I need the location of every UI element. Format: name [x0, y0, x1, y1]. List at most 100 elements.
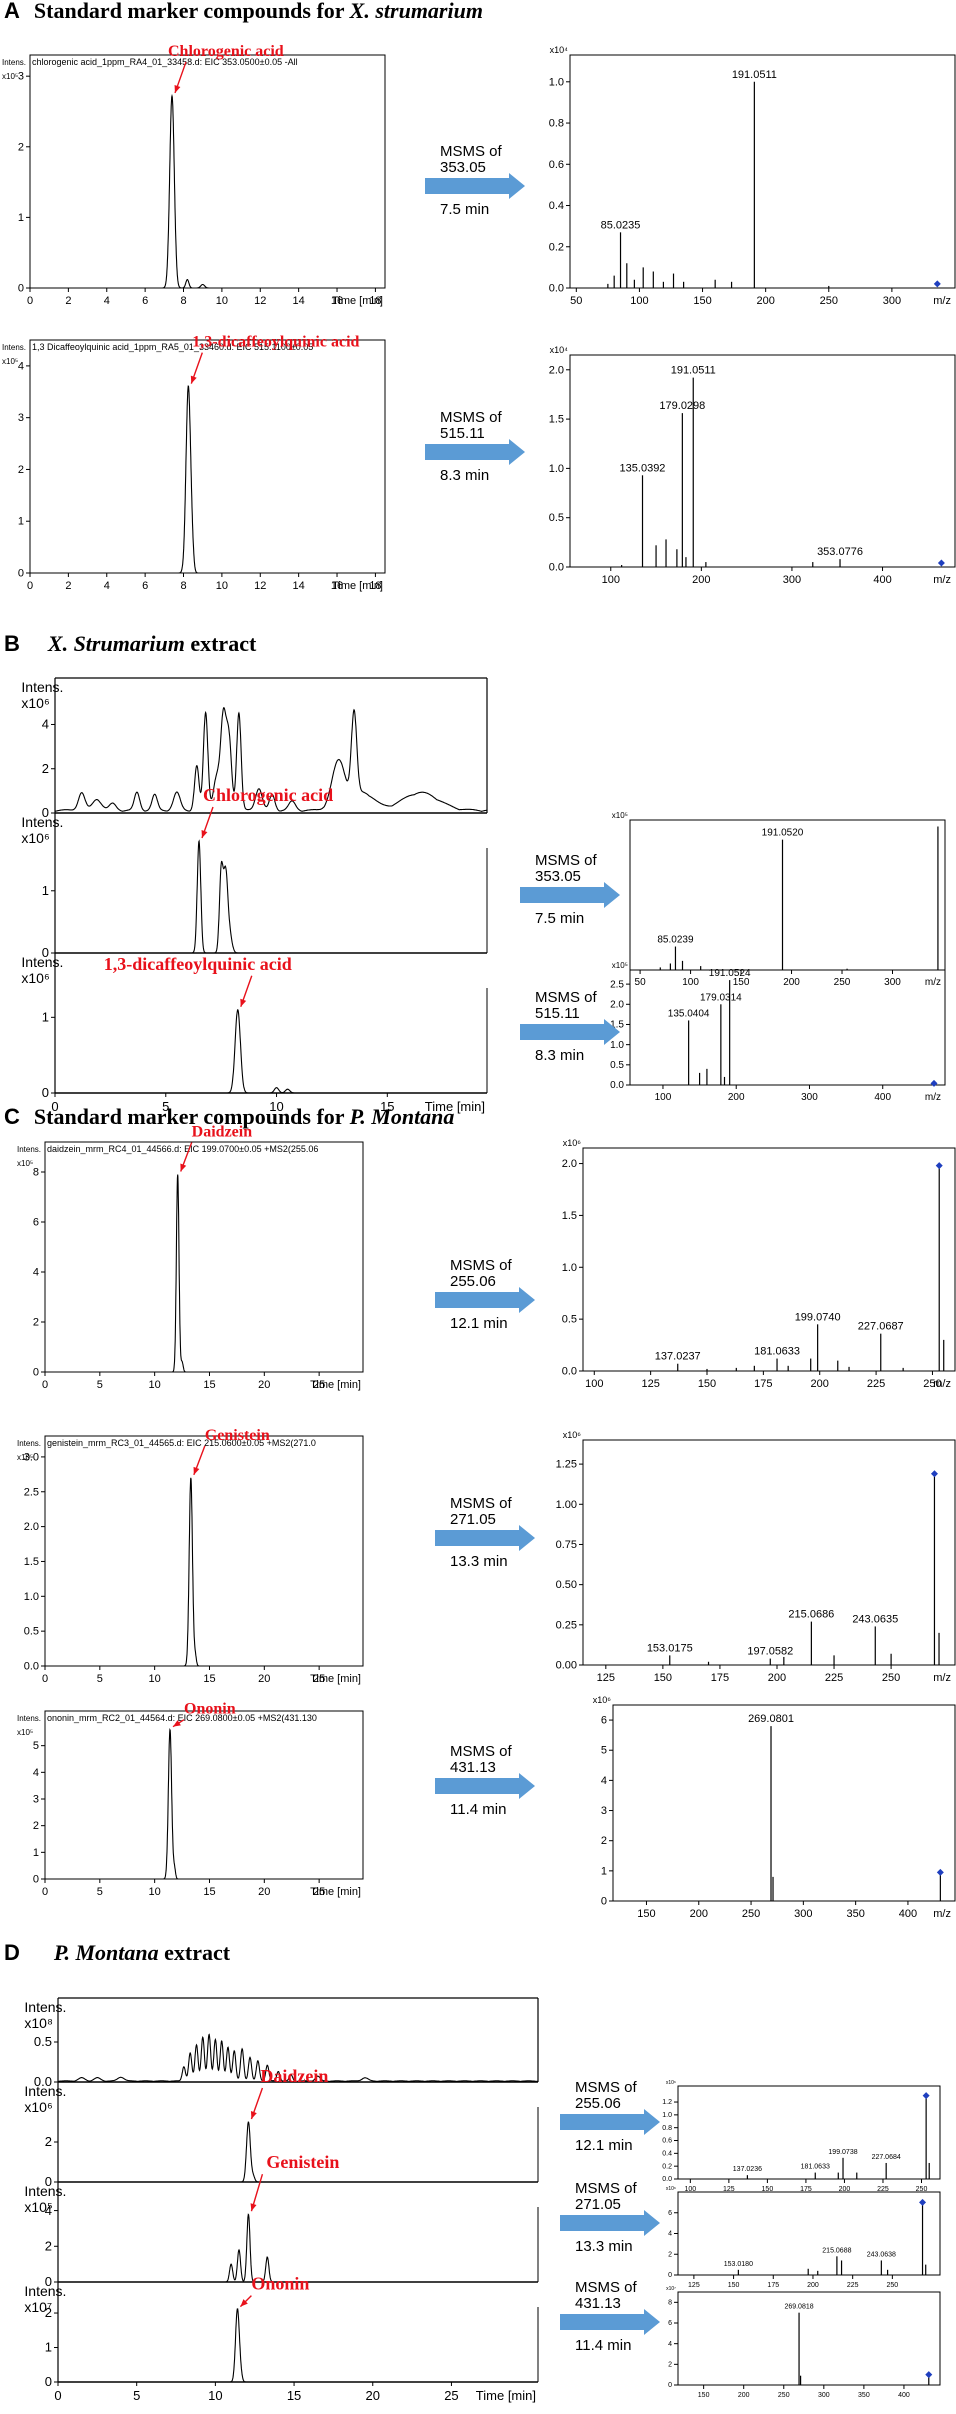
x-tick-label: 125 — [688, 2282, 700, 2289]
y-tick-label: 0 — [45, 2374, 52, 2389]
precursor-marker — [933, 280, 941, 288]
y-tick-label: 1 — [601, 1865, 607, 1877]
x-axis-label: m/z — [933, 1378, 951, 1390]
y-tick-label: 0 — [45, 2274, 52, 2289]
arrow-label-line1: MSMS of — [440, 409, 503, 426]
y-tick-label: 4 — [668, 2231, 672, 2238]
spectrum-frame — [569, 54, 956, 289]
y-tick-label: 0.50 — [556, 1579, 577, 1591]
arrow-label-line1: MSMS of — [440, 143, 503, 160]
plot-frame — [44, 1141, 364, 1373]
x-tick-label: 150 — [733, 977, 750, 988]
y-tick-label: 2.5 — [24, 1486, 39, 1498]
arrow-label-line1: MSMS of — [450, 1743, 513, 1760]
x-tick-label: 125 — [723, 2186, 735, 2193]
chart-A1: chlorogenic acid_1ppm_RA4_01_33458.d: EI… — [2, 43, 386, 307]
compound-pointer-head — [250, 2111, 257, 2119]
y-tick-label: 0.0 — [662, 2176, 672, 2183]
y-axis-label: Intens. — [21, 814, 63, 830]
arrow-shape — [425, 173, 525, 199]
peak-mz-label: 191.0520 — [762, 828, 804, 839]
chart-header: ononin_mrm_RC2_01_44564.d: EIC 269.0800±… — [47, 1713, 317, 1723]
y-tick-label: 1 — [18, 212, 24, 224]
y-axis-label: Intens. — [24, 2183, 66, 2199]
y-tick-label: 3.0 — [24, 1451, 39, 1463]
x-tick-label: 15 — [203, 1886, 215, 1898]
x-tick-label: 300 — [783, 574, 801, 586]
compound-label: Chlorogenic acid — [168, 43, 284, 60]
x-tick-label: 200 — [807, 2282, 819, 2289]
arrow-shape — [435, 1525, 535, 1551]
peak-mz-label: 153.0175 — [647, 1642, 693, 1654]
chart-B1m: x10⁵ 50 100 150 200 250 300 m/z 85.0239 191.0520 — [612, 811, 946, 988]
panel-D-heading: D P. Montana extract — [4, 1940, 231, 1965]
y-tick-label: 4 — [601, 1775, 607, 1787]
y-tick-label: 0.5 — [549, 512, 564, 524]
chart-D3m: x10⁷ 0 2 4 6 8 150 200 250 300 350 400 269.0818 — [666, 2286, 941, 2399]
chart-A2: 1,3 Dicaffeoylquinic acid_1ppm_RA5_01_33… — [2, 334, 386, 592]
peak-mz-label: 181.0633 — [801, 2164, 830, 2171]
peak-mz-label: 243.0638 — [867, 2251, 896, 2258]
compound-label: 1,3-dicaffeoylquinic acid — [192, 334, 359, 351]
arrow-label-line1: MSMS of — [450, 1495, 513, 1512]
arrow-label-mz: 255.06 — [450, 1273, 496, 1290]
x-tick-label: 100 — [630, 295, 648, 307]
arrow-shape — [560, 2210, 660, 2236]
chart-D1: Intens.x10⁶ 0 2 Daidzein — [24, 2066, 539, 2189]
arrow-label-rt: 8.3 min — [535, 1047, 584, 1064]
x-tick-label: 6 — [142, 295, 148, 307]
x-tick-label: 225 — [847, 2282, 859, 2289]
peak-mz-label: 215.0686 — [788, 1609, 834, 1621]
y-axis-label: Intens. — [21, 954, 63, 970]
y-tick-label: 0.6 — [549, 159, 564, 171]
x-tick-label: 250 — [834, 977, 851, 988]
x-axis-label: Time [min] — [310, 1379, 361, 1391]
y-axis-exponent: x10⁸ — [24, 2015, 53, 2031]
intensity-exponent: x10⁴ — [550, 345, 569, 355]
x-tick-label: 175 — [754, 1378, 772, 1390]
x-tick-label: 200 — [692, 574, 710, 586]
arrow-shape — [520, 1019, 620, 1045]
x-tick-label: 20 — [258, 1673, 270, 1685]
compound-label: Genistein — [205, 1427, 270, 1444]
arrow-label-rt: 12.1 min — [575, 2137, 633, 2154]
x-tick-label: 100 — [585, 1378, 603, 1390]
y-axis-exponent: x10⁵ — [2, 72, 18, 81]
panel-A-title-species: X. strumarium — [349, 0, 483, 23]
y-tick-label: 6 — [33, 1217, 39, 1229]
x-tick-label: 300 — [884, 977, 901, 988]
panel-D-title: extract — [159, 1940, 231, 1965]
peak-mz-label: 179.0314 — [700, 992, 742, 1003]
chromatogram-trace — [45, 1477, 363, 1667]
x-tick-label: 350 — [858, 2392, 870, 2399]
y-tick-label: 2 — [18, 141, 24, 153]
y-tick-label: 0.5 — [562, 1314, 577, 1326]
y-tick-label: 5 — [33, 1740, 39, 1752]
x-tick-label: 250 — [916, 2186, 928, 2193]
x-tick-label: 150 — [693, 295, 711, 307]
arrow-shape — [425, 439, 525, 465]
x-tick-label: 200 — [728, 1092, 745, 1103]
x-tick-label: 14 — [293, 295, 305, 307]
compound-pointer-head — [173, 1720, 181, 1727]
y-tick-label: 3 — [18, 71, 24, 83]
intensity-exponent: x10⁶ — [666, 2186, 676, 2192]
peak-mz-label: 85.0239 — [657, 935, 694, 946]
peak-mz-label: 181.0633 — [754, 1346, 800, 1358]
precursor-marker — [937, 559, 945, 567]
x-tick-label: 150 — [654, 1672, 672, 1684]
chromatogram-trace — [55, 707, 487, 812]
y-axis-exponent: x10⁵ — [17, 1453, 33, 1462]
y-tick-label: 0 — [18, 283, 24, 295]
y-tick-label: 2 — [45, 2134, 52, 2149]
x-tick-label: 4 — [104, 295, 110, 307]
x-tick-label: 5 — [97, 1673, 103, 1685]
y-tick-label: 2 — [33, 1317, 39, 1329]
y-tick-label: 0 — [33, 1874, 39, 1886]
x-tick-label: 5 — [97, 1379, 103, 1391]
y-tick-label: 1.0 — [549, 76, 564, 88]
x-tick-label: 0 — [27, 580, 33, 592]
compound-pointer-head — [174, 84, 181, 93]
